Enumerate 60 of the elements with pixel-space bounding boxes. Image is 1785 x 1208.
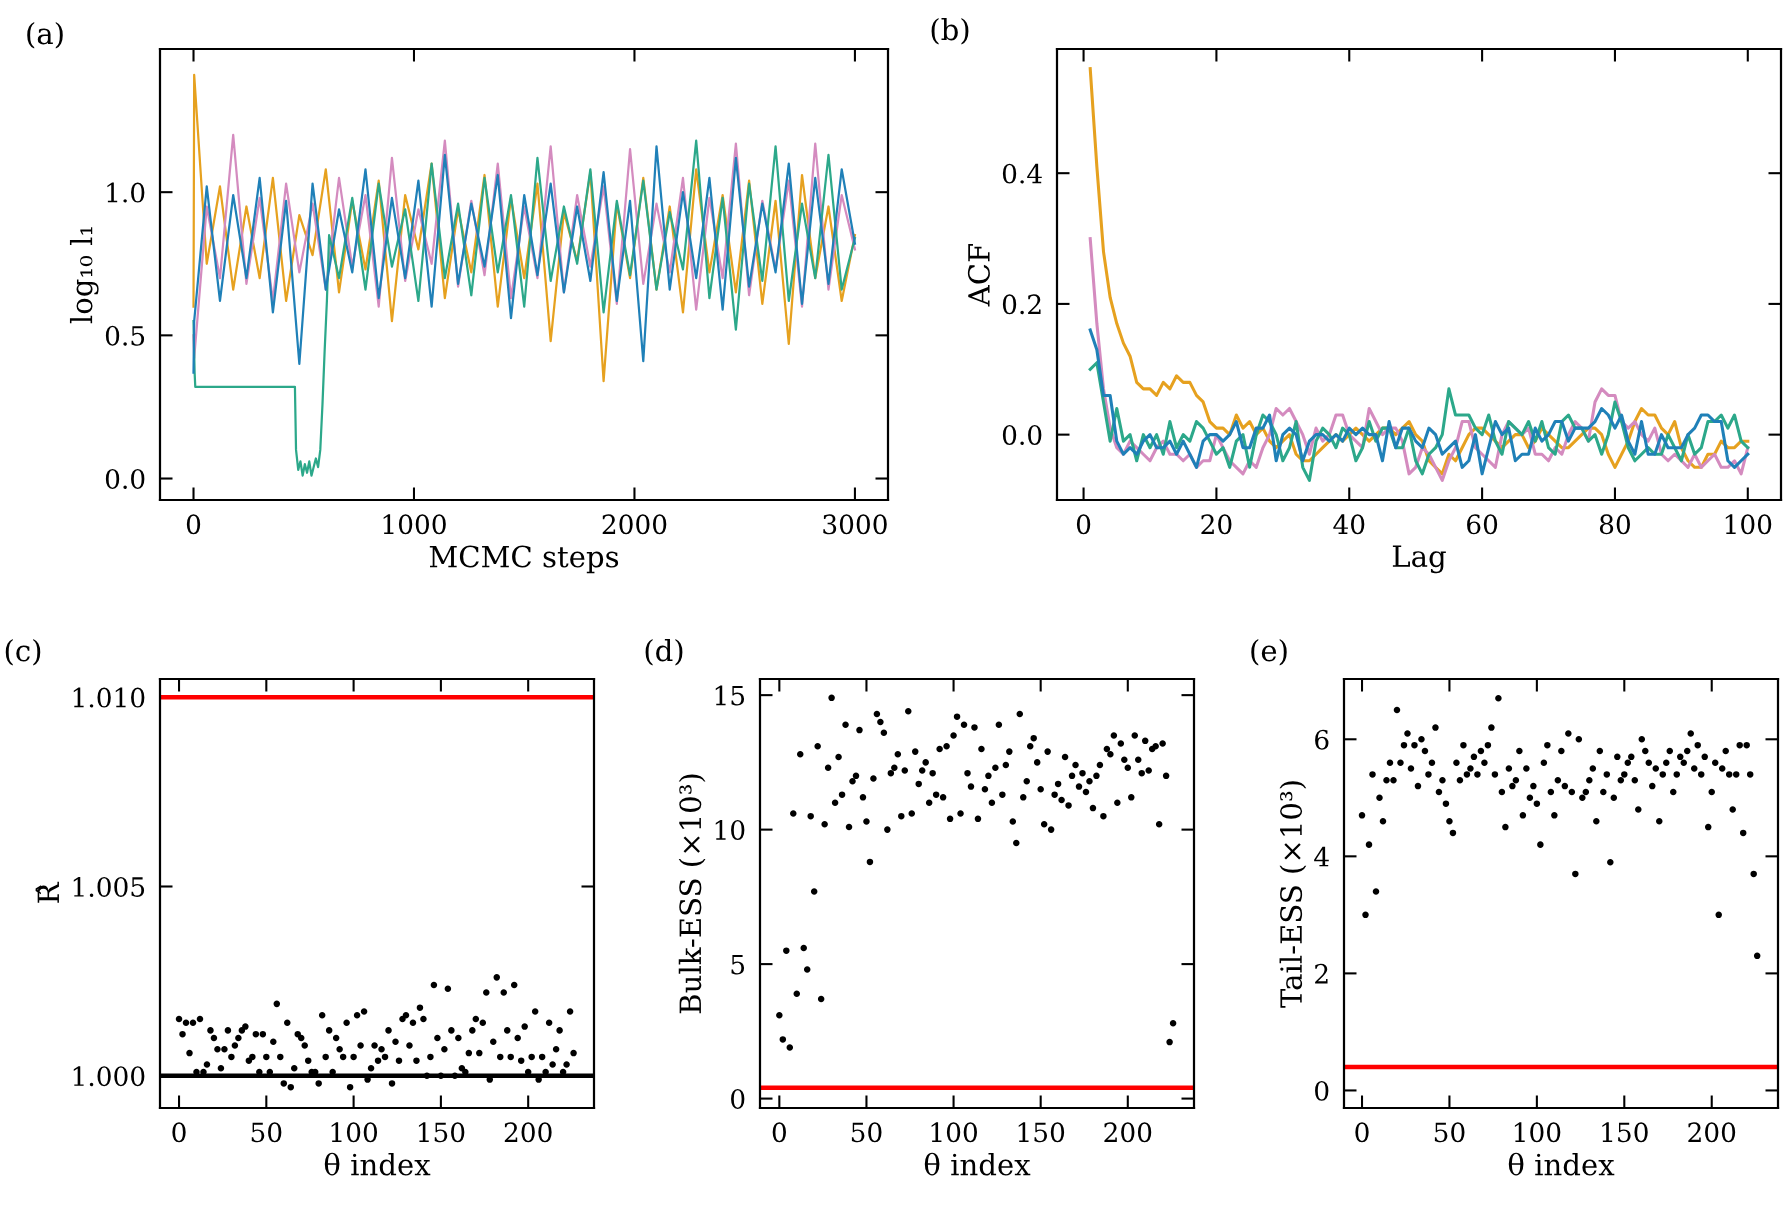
y-tick-label: 10 <box>715 820 745 841</box>
text: (a) <box>27 21 63 49</box>
y-tick-label: 1.010 <box>73 687 145 708</box>
x-tick-label: 200 <box>1104 1122 1152 1143</box>
x-tick-label: 100 <box>1514 1122 1561 1143</box>
x-axis-title: MCMC steps <box>429 545 619 574</box>
x-tick-label: 100 <box>1725 514 1772 535</box>
y-tick-label: 0 <box>1315 1080 1329 1101</box>
x-tick-label: 150 <box>418 1122 465 1143</box>
y-tick-label: 0.2 <box>1002 294 1041 315</box>
x-tick-label: 50 <box>1434 1122 1465 1143</box>
x-tick-label: 0 <box>772 1122 786 1143</box>
x-tick-label: 0 <box>172 1122 186 1143</box>
y-tick-label: 0.5 <box>105 325 145 346</box>
x-tick-label: 2000 <box>602 514 667 535</box>
x-tick-label: 20 <box>1201 514 1232 535</box>
y-axis-title: R̂ <box>35 881 59 903</box>
y-tick-label: 15 <box>715 685 745 706</box>
text: (d) <box>645 638 683 666</box>
y-tick-label: 0.0 <box>105 468 145 489</box>
x-axis-title: θ index <box>924 1152 1031 1176</box>
x-axis-title: θ index <box>324 1152 431 1176</box>
x-tick-label: 50 <box>251 1122 282 1143</box>
x-tick-label: 1000 <box>383 514 446 535</box>
x-tick-label: 60 <box>1467 514 1498 535</box>
text: (c) <box>5 638 41 666</box>
x-tick-label: 0 <box>1355 1122 1369 1143</box>
x-tick-label: 100 <box>931 1122 977 1143</box>
y-tick-label: 0 <box>731 1089 745 1109</box>
x-tick-label: 50 <box>851 1122 882 1143</box>
y-tick-label: 1.0 <box>107 182 145 203</box>
y-tick-label: 2 <box>1315 963 1328 984</box>
y-tick-label: 0.4 <box>1002 163 1042 184</box>
y-axis-title: Bulk-ESS (×10³) <box>678 774 706 1014</box>
line-series <box>192 73 857 383</box>
line-series <box>192 139 857 477</box>
x-tick-label: 100 <box>331 1122 378 1143</box>
y-tick-label: 6 <box>1315 729 1329 750</box>
x-tick-label: 200 <box>504 1122 552 1143</box>
x-tick-label: 40 <box>1333 514 1365 535</box>
x-tick-label: 0 <box>186 514 201 535</box>
line-series <box>1088 328 1750 476</box>
x-tick-label: 150 <box>1602 1122 1648 1143</box>
y-axis-title: ACF <box>967 243 990 307</box>
x-axis-title: θ index <box>1508 1152 1615 1176</box>
y-axis-title: Tail-ESS (×10³) <box>1279 781 1307 1008</box>
x-tick-label: 200 <box>1688 1122 1736 1143</box>
x-tick-label: 0 <box>1076 514 1091 535</box>
x-tick-label: 80 <box>1599 514 1630 535</box>
y-tick-label: 4 <box>1314 846 1329 867</box>
y-tick-label: 1.005 <box>73 876 145 897</box>
x-tick-label: 3000 <box>823 514 887 535</box>
y-tick-label: 0.0 <box>1002 425 1042 446</box>
y-axis-title: log₁₀ l₁ <box>69 227 99 324</box>
x-tick-label: 150 <box>1018 1122 1065 1143</box>
x-axis-title: Lag <box>1392 545 1446 574</box>
y-tick-label: 5 <box>731 954 745 975</box>
text: (b) <box>931 17 969 45</box>
text: (e) <box>1251 638 1287 666</box>
y-tick-label: 1.000 <box>73 1066 145 1087</box>
